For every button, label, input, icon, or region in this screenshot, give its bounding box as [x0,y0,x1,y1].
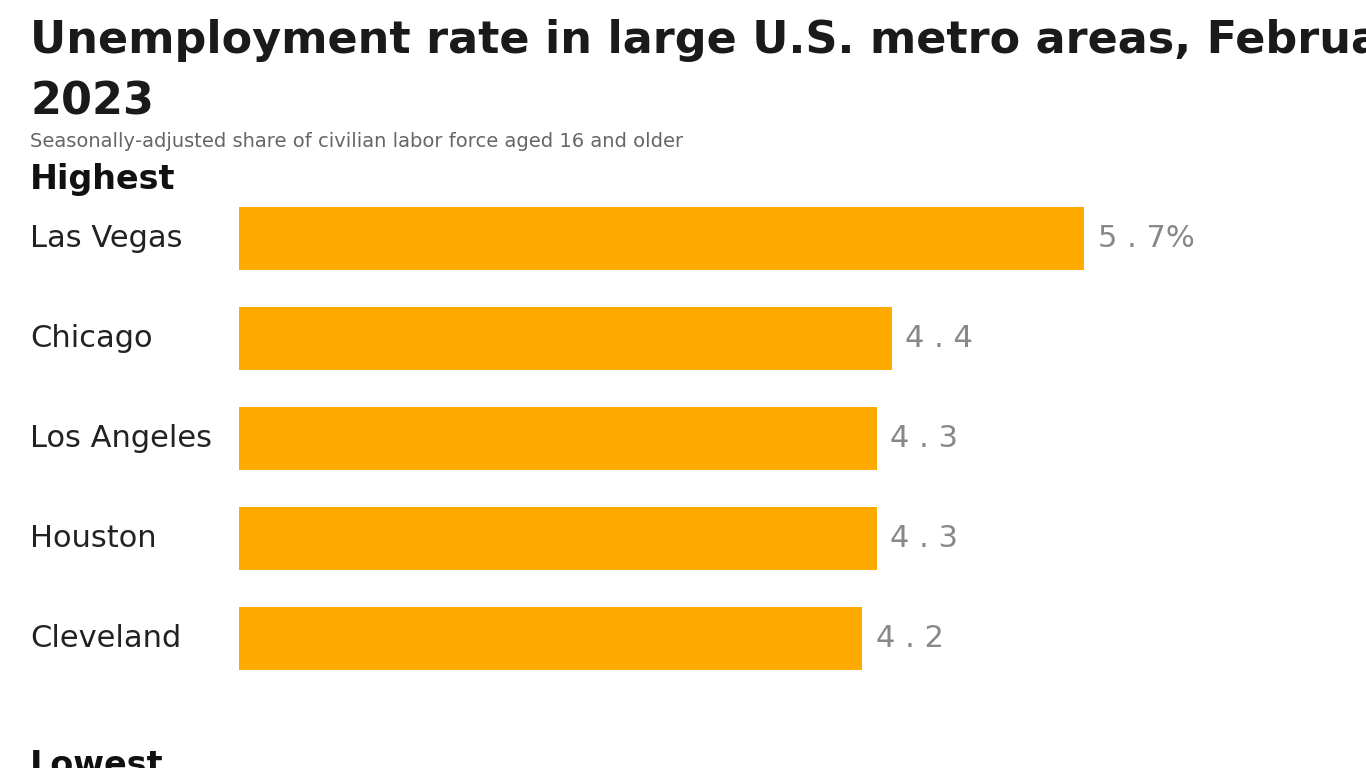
Text: Lowest: Lowest [30,749,164,768]
Text: 2023: 2023 [30,81,154,124]
Text: Houston: Houston [30,524,157,553]
Bar [239,307,892,370]
Text: Highest: Highest [30,163,176,196]
Text: Chicago: Chicago [30,324,153,353]
Text: 4 . 3: 4 . 3 [891,424,959,453]
Text: 4 . 4: 4 . 4 [906,324,973,353]
Text: Unemployment rate in large U.S. metro areas, February: Unemployment rate in large U.S. metro ar… [30,19,1366,62]
Text: Cleveland: Cleveland [30,624,182,653]
Text: Las Vegas: Las Vegas [30,224,183,253]
Bar [239,207,1085,270]
Text: Los Angeles: Los Angeles [30,424,212,453]
Text: 5 . 7%: 5 . 7% [1098,224,1195,253]
Text: 4 . 3: 4 . 3 [891,524,959,553]
Bar [239,407,877,470]
Bar [239,607,862,670]
Bar [239,507,877,570]
Text: 4 . 2: 4 . 2 [876,624,944,653]
Text: Seasonally‑adjusted share of civilian labor force aged 16 and older: Seasonally‑adjusted share of civilian la… [30,132,683,151]
